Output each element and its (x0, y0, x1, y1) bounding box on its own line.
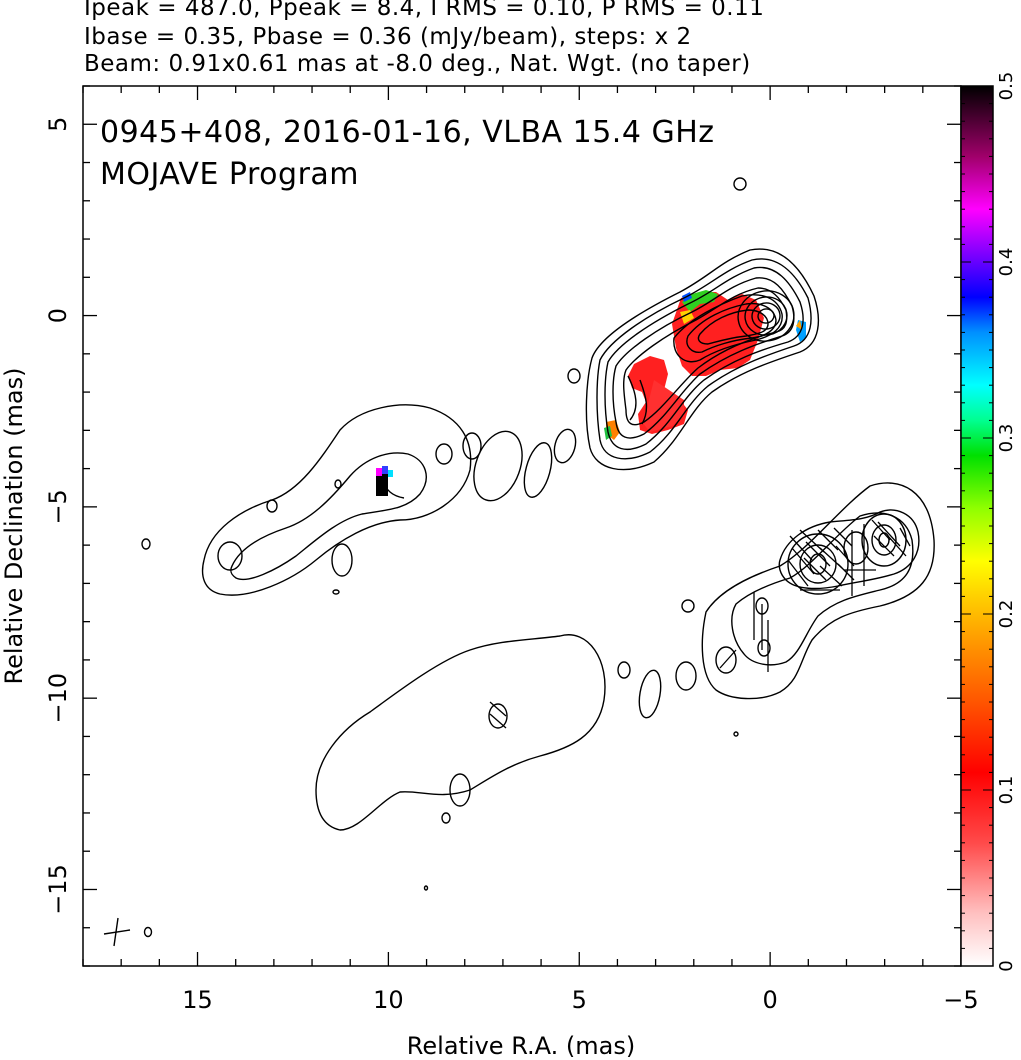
y-tick-label: 0 (44, 308, 72, 323)
colorbar-tick-label: 0.3 (996, 424, 1017, 453)
colorbar-tick-label: 0.4 (996, 248, 1017, 277)
intensity-contours-lower (315, 482, 935, 891)
y-tick-label: −15 (44, 864, 72, 915)
colorbar-ticks: 0 0.1 0.2 0.3 0.4 0.5 (961, 72, 1017, 972)
plot-subtitle: MOJAVE Program (100, 157, 359, 192)
x-axis-ticks: 15 10 5 0 −5 (82, 86, 979, 1014)
colorbar-tick-label: 0.2 (996, 600, 1017, 629)
pol-region-right-yellow (796, 320, 802, 330)
colorbar (960, 85, 994, 967)
colorbar-tick-label: 0.1 (996, 776, 1017, 805)
x-tick-label: 15 (182, 986, 213, 1014)
colorbar-tick-label: 0.5 (996, 72, 1017, 101)
polarization-map (376, 290, 806, 496)
pol-knot-blue (382, 466, 388, 474)
y-tick-label: −10 (44, 673, 72, 724)
pol-region-main (672, 292, 764, 376)
upper-jet-contour (201, 404, 472, 596)
x-tick-label: 5 (572, 986, 587, 1014)
plot-title: 0945+408, 2016-01-16, VLBA 15.4 GHz (100, 115, 715, 150)
plot-frame (82, 85, 962, 967)
pol-knot-cyan (388, 470, 393, 477)
pol-knot-magenta (376, 468, 382, 476)
upper-outer-contour (585, 248, 820, 471)
y-axis-ticks: 5 0 −5 −10 −15 (44, 85, 961, 967)
x-tick-label: 10 (373, 986, 404, 1014)
x-tick-label: 0 (762, 986, 777, 1014)
y-tick-label: −5 (44, 489, 72, 524)
x-axis-title: Relative R.A. (mas) (407, 1032, 635, 1060)
header-line-2: Ibase = 0.35, Pbase = 0.36 (mJy/beam), s… (84, 24, 692, 50)
y-tick-label: 5 (44, 117, 72, 132)
header-line-1: Ipeak = 487.0, Ppeak = 8.4, I RMS = 0.10… (84, 0, 765, 21)
core-contour-1 (737, 290, 795, 342)
pol-region-yellow (680, 310, 694, 324)
evpa-vectors (489, 519, 911, 729)
lower-jet-contour (315, 634, 606, 831)
x-tick-label: −5 (943, 986, 978, 1014)
colorbar-tick-label: 0 (996, 960, 1017, 971)
intensity-contours-upper (141, 177, 820, 596)
y-axis-title: Relative Declination (mas) (0, 367, 28, 684)
beam-marker (103, 917, 153, 947)
lower-outer-contour (701, 482, 935, 700)
pol-knot-black (376, 474, 388, 496)
header-line-3: Beam: 0.91x0.61 mas at -8.0 deg., Nat. W… (84, 51, 751, 77)
